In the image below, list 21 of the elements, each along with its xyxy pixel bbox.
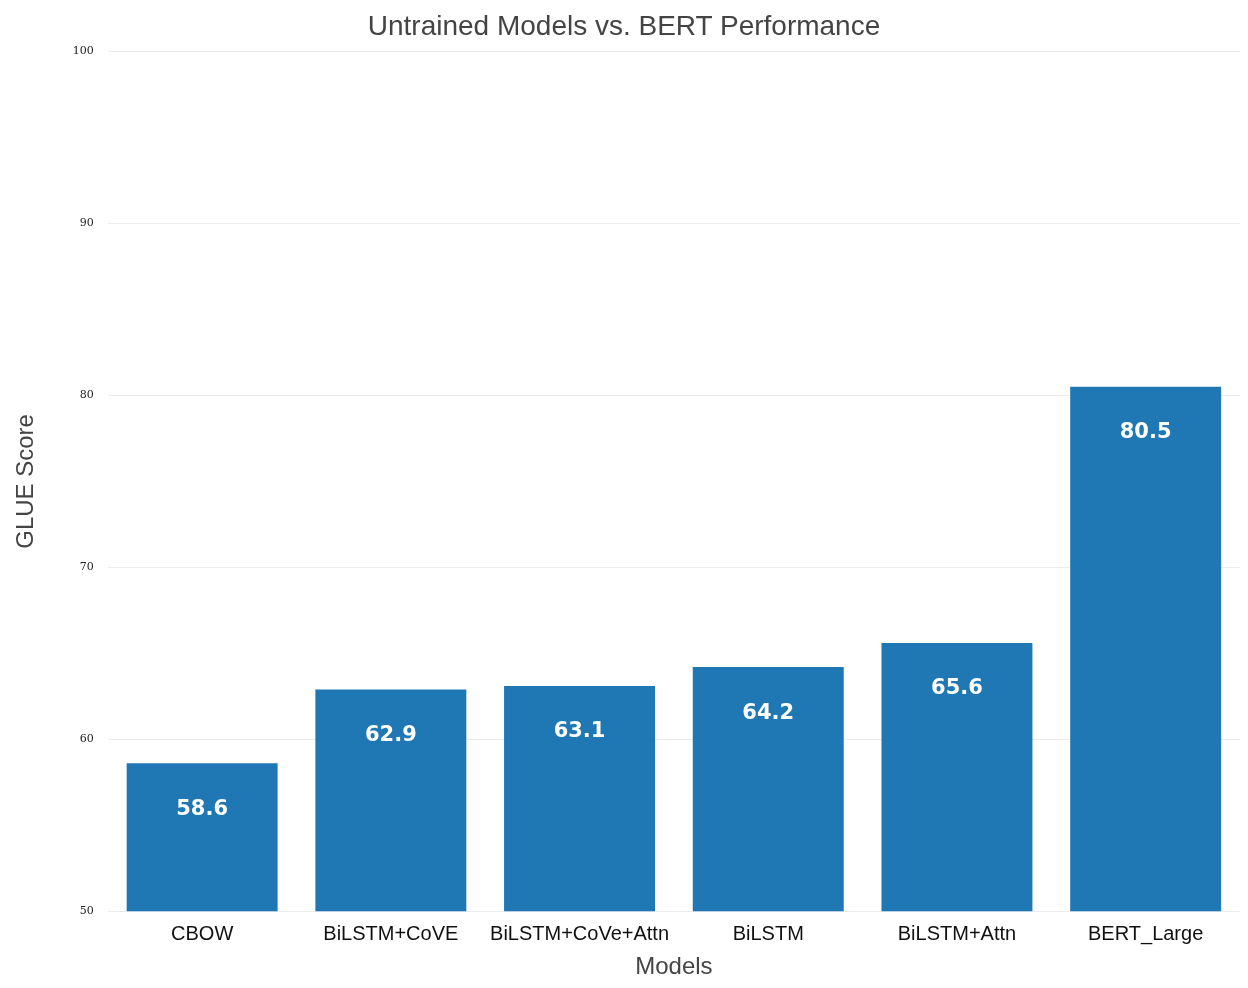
- data-label: 65.6: [931, 675, 983, 700]
- y-tick-label: 50: [79, 904, 94, 918]
- x-tick-label: CBOW: [171, 921, 234, 944]
- y-axis-title: GLUE Score: [11, 414, 39, 549]
- data-label: 64.2: [742, 699, 795, 724]
- y-tick-label: 70: [79, 560, 94, 574]
- data-label: 62.9: [364, 721, 417, 746]
- chart-title: Untrained Models vs. BERT Performance: [367, 9, 881, 41]
- x-tick-label: BiLSTM: [732, 921, 804, 944]
- data-label: 63.1: [553, 718, 606, 743]
- y-tick-label: 90: [79, 216, 94, 230]
- x-tick-label: BiLSTM+CoVe+Attn: [490, 921, 670, 944]
- x-tick-label: BiLSTM+CoVE: [323, 921, 459, 944]
- y-tick-label: 80: [79, 388, 94, 402]
- y-tick-label: 60: [79, 732, 94, 746]
- data-label: 80.5: [1119, 419, 1172, 444]
- data-label: 58.6: [176, 795, 229, 820]
- x-axis-title: Models: [635, 952, 713, 980]
- y-tick-label: 100: [72, 44, 94, 58]
- x-tick-label: BERT_Large: [1088, 921, 1204, 945]
- x-tick-label: BiLSTM+Attn: [897, 921, 1017, 944]
